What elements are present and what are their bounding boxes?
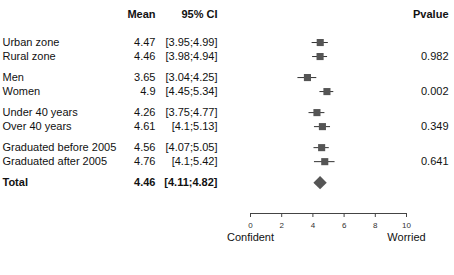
svg-text:2: 2 — [279, 221, 284, 230]
svg-text:[4.1;5.42]: [4.1;5.42] — [172, 155, 218, 167]
svg-text:Over 40 years: Over 40 years — [3, 120, 73, 132]
svg-text:[3.95;4.99]: [3.95;4.99] — [166, 36, 218, 48]
svg-text:4.9: 4.9 — [140, 85, 155, 97]
svg-text:Men: Men — [3, 71, 24, 83]
svg-text:0.641: 0.641 — [421, 155, 449, 167]
svg-text:4.26: 4.26 — [134, 106, 155, 118]
svg-text:Mean: Mean — [127, 8, 155, 20]
svg-text:3.65: 3.65 — [134, 71, 155, 83]
svg-text:8: 8 — [373, 221, 378, 230]
svg-text:Urban zone: Urban zone — [3, 36, 60, 48]
svg-text:0: 0 — [248, 221, 253, 230]
svg-text:Graduated after 2005: Graduated after 2005 — [3, 155, 108, 167]
svg-text:Total: Total — [3, 176, 28, 188]
svg-text:Under 40 years: Under 40 years — [3, 106, 79, 118]
svg-text:0.349: 0.349 — [421, 120, 449, 132]
svg-text:[4.45;5.34]: [4.45;5.34] — [166, 85, 218, 97]
svg-text:4: 4 — [311, 221, 316, 230]
svg-text:95% CI: 95% CI — [181, 8, 217, 20]
svg-text:0.982: 0.982 — [421, 50, 449, 62]
svg-text:[4.11;4.82]: [4.11;4.82] — [164, 176, 218, 188]
svg-text:Rural zone: Rural zone — [3, 50, 56, 62]
svg-text:6: 6 — [342, 221, 347, 230]
svg-text:[3.04;4.25]: [3.04;4.25] — [166, 71, 218, 83]
svg-text:[3.98;4.94]: [3.98;4.94] — [166, 50, 218, 62]
svg-text:4.56: 4.56 — [134, 141, 155, 153]
svg-text:4.47: 4.47 — [134, 36, 155, 48]
svg-text:10: 10 — [402, 221, 411, 230]
svg-text:4.46: 4.46 — [134, 50, 155, 62]
svg-text:4.76: 4.76 — [134, 155, 155, 167]
svg-text:Graduated before 2005: Graduated before 2005 — [3, 141, 117, 153]
svg-text:4.61: 4.61 — [134, 120, 155, 132]
svg-text:[4.07;5.05]: [4.07;5.05] — [166, 141, 218, 153]
svg-text:Women: Women — [3, 85, 41, 97]
svg-text:0.002: 0.002 — [421, 85, 449, 97]
svg-text:4.46: 4.46 — [134, 176, 155, 188]
svg-text:Pvalue: Pvalue — [413, 8, 448, 20]
svg-text:[3.75;4.77]: [3.75;4.77] — [166, 106, 218, 118]
svg-text:Confident: Confident — [227, 231, 274, 243]
svg-text:Worried: Worried — [387, 231, 425, 243]
svg-text:[4.1;5.13]: [4.1;5.13] — [172, 120, 218, 132]
